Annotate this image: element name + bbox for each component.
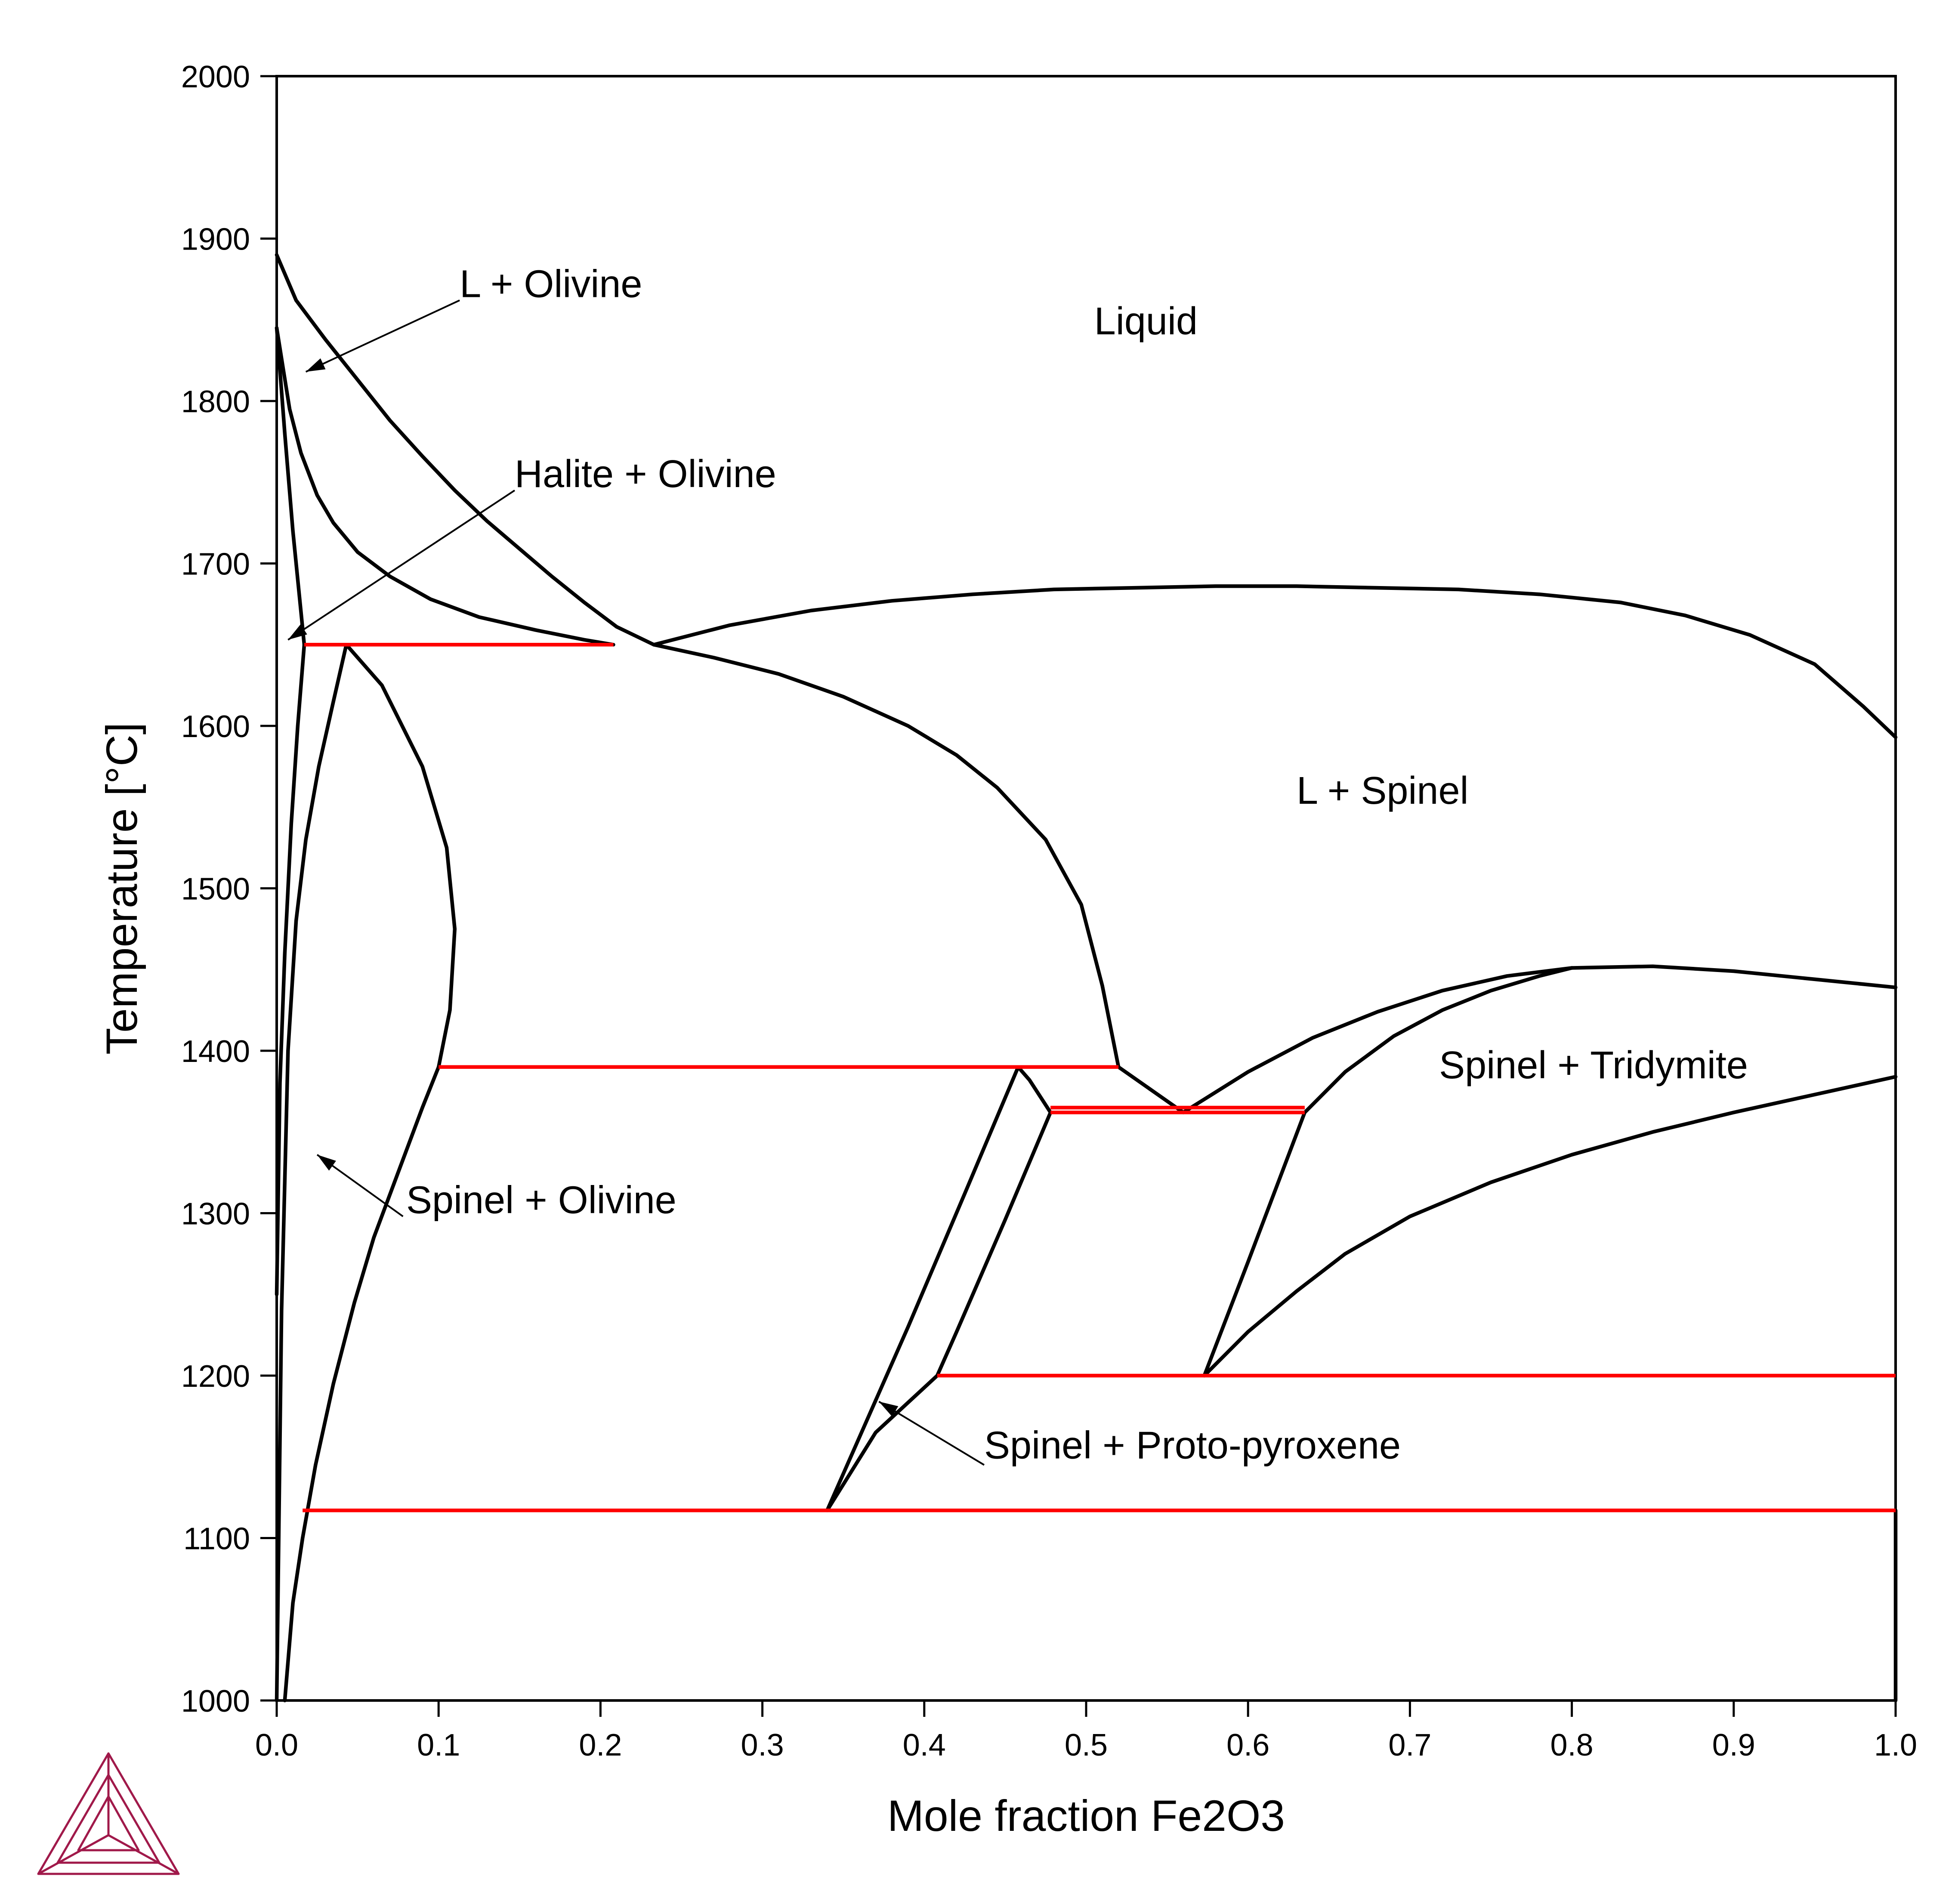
- y-axis-ticks: 1000 1100 1200 1300 1400 1500 1600 1700 1800 1900…: [181, 60, 277, 1719]
- phase-boundary-1: [275, 326, 615, 647]
- y-tick-label: 1900: [181, 222, 250, 257]
- region-annotations: L + Olivine Halite + Olivine Liquid L + Spi…: [287, 262, 1748, 1467]
- phase-boundary-3: [275, 643, 306, 1296]
- phase-boundary-7: [652, 643, 1121, 1069]
- annotation-arrow-1: [287, 489, 516, 641]
- x-tick-label: 0.1: [417, 1728, 460, 1762]
- phase-boundary-6: [283, 1065, 441, 1703]
- region-label-3: L + Spinel: [1297, 769, 1468, 812]
- arrow-head-1: [288, 624, 307, 640]
- region-label-6: Spinel + Proto-pyroxene: [984, 1424, 1401, 1467]
- x-tick-label: 0.3: [741, 1728, 784, 1762]
- arrow-head-5: [317, 1154, 336, 1171]
- arrow-head-0: [306, 358, 326, 372]
- y-tick-label: 1100: [183, 1522, 250, 1556]
- phase-boundary-16: [935, 1111, 1053, 1378]
- y-tick-label: 1400: [181, 1034, 250, 1069]
- y-tick-label: 1500: [181, 872, 250, 907]
- x-tick-label: 0.4: [903, 1728, 946, 1762]
- region-label-5: Spinel + Olivine: [406, 1179, 676, 1222]
- x-tick-label: 0.6: [1226, 1728, 1269, 1762]
- y-tick-label: 1700: [181, 547, 250, 582]
- phase-boundary-11: [1570, 964, 1898, 990]
- y-tick-label: 1600: [181, 710, 250, 744]
- phase-boundary-13: [1202, 1111, 1307, 1378]
- x-tick-label: 0.0: [255, 1728, 298, 1762]
- annotation-arrow-0: [305, 299, 460, 373]
- annotation-arrow-6: [878, 1401, 985, 1466]
- phase-boundary-5: [344, 643, 457, 1069]
- region-label-2: Liquid: [1094, 300, 1198, 343]
- x-tick-label: 1.0: [1874, 1728, 1917, 1762]
- phase-boundary-9: [1116, 1065, 1185, 1114]
- y-tick-label: 1800: [181, 385, 250, 419]
- phase-boundary-17: [825, 1373, 939, 1512]
- invariant-lines: [303, 643, 1896, 1512]
- phase-boundary-12: [1303, 966, 1574, 1114]
- region-label-4: Spinel + Tridymite: [1439, 1044, 1748, 1087]
- x-tick-label: 0.7: [1388, 1728, 1431, 1762]
- x-tick-label: 0.2: [579, 1728, 622, 1762]
- y-tick-label: 1000: [181, 1684, 250, 1719]
- y-axis-title: Temperature [°C]: [97, 722, 146, 1055]
- x-tick-label: 0.8: [1550, 1728, 1594, 1762]
- phase-boundary-0: [275, 253, 656, 647]
- arrow-head-6: [879, 1401, 899, 1417]
- phase-boundary-4: [275, 643, 349, 1703]
- thermo-calc-logo: [37, 1752, 180, 1875]
- x-axis-ticks: 0.0 0.1 0.2 0.3 0.4 0.5 0.6 0.7 0.8 0.9 1.0: [255, 1700, 1917, 1762]
- region-label-0: L + Olivine: [460, 262, 642, 306]
- phase-boundary-2: [275, 326, 306, 647]
- region-label-1: Halite + Olivine: [515, 453, 776, 496]
- phase-boundary-14: [1202, 1075, 1898, 1378]
- phase-boundary-8: [652, 584, 1898, 739]
- y-tick-label: 1200: [181, 1359, 250, 1394]
- x-tick-label: 0.5: [1065, 1728, 1108, 1762]
- phase-boundaries: [275, 253, 1898, 1703]
- x-axis-title: Mole fraction Fe2O3: [887, 1791, 1285, 1840]
- y-tick-label: 2000: [181, 60, 250, 94]
- phase-boundary-10: [1181, 966, 1574, 1114]
- x-tick-label: 0.9: [1712, 1728, 1755, 1762]
- y-tick-label: 1300: [181, 1197, 250, 1231]
- phase-boundary-15: [825, 1065, 1053, 1512]
